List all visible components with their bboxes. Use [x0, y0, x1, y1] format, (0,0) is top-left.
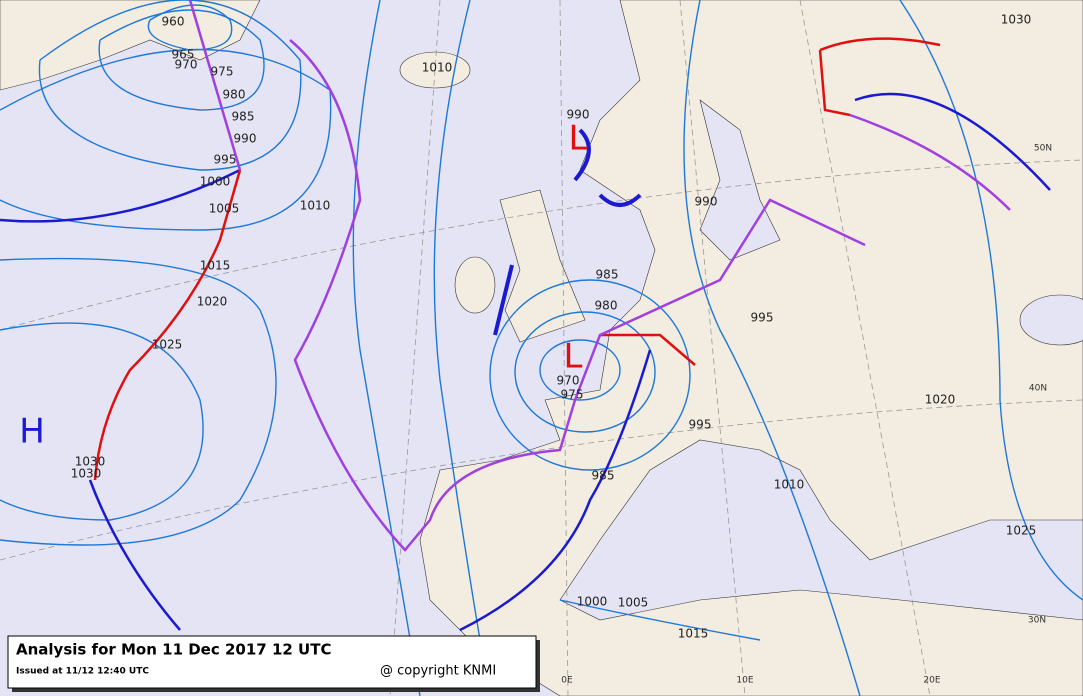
parallel [0, 399, 1083, 561]
isobar [0, 257, 277, 546]
isobar-label: 965 [172, 48, 195, 62]
isobar-label: 1030 [75, 455, 106, 469]
isobar-label: 985 [592, 469, 615, 483]
isobar [0, 322, 204, 521]
isobar [539, 339, 621, 401]
warm-front [818, 37, 941, 117]
title: Analysis for Mon 11 Dec 2017 12 UTC [16, 641, 331, 659]
isobar [0, 48, 332, 231]
isobar-label: 1020 [197, 295, 228, 309]
isobar [899, 0, 1083, 601]
isobar-label: 975 [561, 388, 584, 402]
isobar-label: 995 [689, 418, 712, 432]
graticule-label: 20E [923, 676, 940, 686]
isobar-label: 985 [232, 110, 255, 124]
land-ireland [454, 256, 496, 314]
isobar [98, 9, 265, 111]
land-greenland [0, 0, 261, 91]
isobar-label: 985 [596, 268, 619, 282]
graticule-label: 10E [736, 676, 753, 686]
isobar-label: 990 [695, 195, 718, 209]
pressure-center: L [569, 119, 588, 159]
issued-time: Issued at 11/12 12:40 UTC [16, 667, 149, 677]
occluded-front [849, 113, 1011, 211]
isobar [489, 279, 691, 471]
isobar-label: 1025 [1006, 524, 1037, 538]
isobar-label: 1015 [200, 259, 231, 273]
occluded-front [188, 0, 866, 552]
isobar-label: 970 [557, 374, 580, 388]
graticule-label: 30N [1028, 616, 1046, 626]
isobar-label: 995 [751, 311, 774, 325]
isobar-label: 1005 [209, 202, 240, 216]
isobar-label: 1020 [925, 393, 956, 407]
meridian [679, 0, 746, 696]
graticule-label: 50N [1034, 144, 1052, 154]
isobar-label: 1010 [300, 199, 331, 213]
cold-front [88, 479, 181, 631]
fronts [0, 0, 1051, 632]
isobar-label: 960 [162, 15, 185, 29]
isobar-label: 990 [234, 132, 257, 146]
title-box [7, 635, 537, 689]
isobar-label: 1030 [1001, 13, 1032, 27]
trough [493, 264, 514, 336]
sea-mediterranean [559, 439, 1083, 621]
isobar-label: 1030 [71, 467, 102, 481]
isobar-label: 1005 [618, 596, 649, 610]
isobar-label: 1010 [422, 61, 453, 75]
isobar-label: 980 [595, 299, 618, 313]
pressure-center: H [19, 412, 45, 452]
trough [573, 128, 642, 207]
isobar-label: 1000 [200, 175, 231, 189]
isobar-label: 1015 [678, 627, 709, 641]
pressure-center: L [564, 337, 583, 377]
isobar [559, 599, 761, 641]
isobar [683, 0, 861, 696]
meridian [389, 0, 441, 696]
sea-black [1019, 294, 1083, 346]
graticule-label: 40N [1029, 384, 1047, 394]
copyright: @ copyright KNMI [380, 664, 496, 679]
cold-front [854, 92, 1051, 191]
isobar [38, 0, 302, 171]
isobar [514, 311, 656, 433]
meridian [799, 0, 931, 696]
isobar-label: 975 [211, 65, 234, 79]
isobar [433, 0, 481, 641]
warm-front [93, 169, 242, 481]
graticule-label: 0E [561, 676, 573, 686]
cold-front [459, 349, 652, 632]
meridian [559, 0, 569, 696]
isobar-label: 990 [567, 108, 590, 122]
isobar-label: 1025 [152, 338, 183, 352]
isobar-label: 980 [223, 88, 246, 102]
cold-front [0, 168, 241, 223]
isobar-label: 1010 [774, 478, 805, 492]
isobar-label: 1000 [577, 595, 608, 609]
warm-front [600, 333, 696, 366]
parallel [0, 159, 1083, 331]
isobar-label: 970 [175, 58, 198, 72]
isobar [352, 0, 421, 696]
isobar-label: 995 [214, 153, 237, 167]
